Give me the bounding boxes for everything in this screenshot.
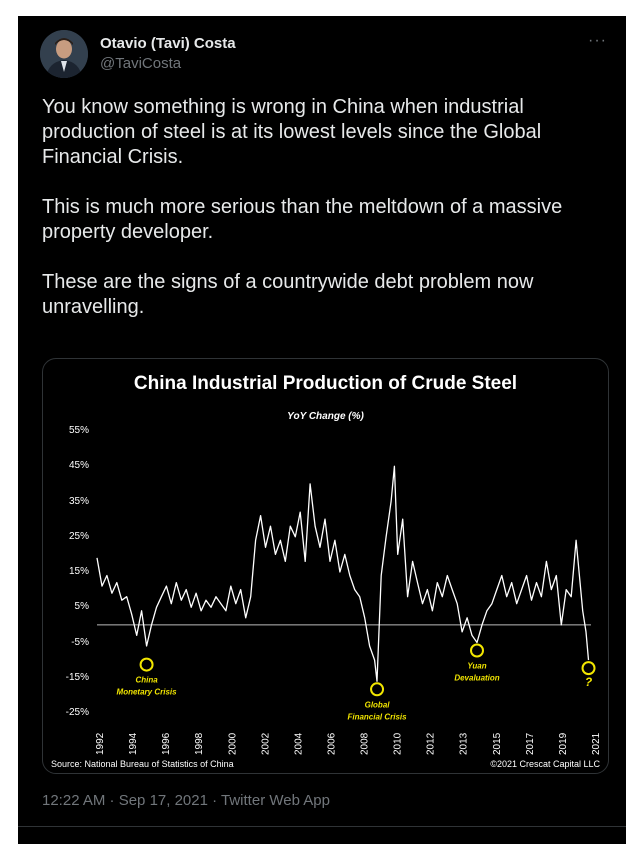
y-tick-label: 55% [68, 425, 89, 436]
y-tick-label: 25% [68, 530, 89, 542]
annotation-label: Devaluation [454, 674, 499, 683]
avatar-portrait-icon [40, 30, 88, 78]
annotation-marker [470, 643, 484, 658]
annotation-label: Financial Crisis [347, 712, 407, 721]
x-tick-label: 2012 [426, 732, 437, 755]
x-tick-label: 2013 [459, 732, 470, 755]
tweet-paragraph: This is much more serious than the meltd… [42, 196, 563, 243]
y-tick-label: 5% [74, 601, 89, 613]
tweet-media-chart[interactable]: China Industrial Production of Crude Ste… [42, 358, 609, 774]
y-tick-label: 45% [68, 460, 89, 472]
chart-source: Source: National Bureau of Statistics of… [51, 759, 234, 769]
tweet-timestamp[interactable]: 12:22 AM · Sep 17, 2021 · Twitter Web Ap… [42, 792, 330, 809]
avatar[interactable] [40, 30, 88, 78]
x-tick-label: 2017 [525, 732, 536, 755]
author-name[interactable]: Otavio (Tavi) Costa [100, 35, 236, 52]
tweet-paragraph: These are the signs of a countrywide deb… [42, 271, 534, 318]
x-tick-label: 1998 [194, 732, 205, 755]
y-tick-label: 35% [68, 495, 89, 507]
x-tick-label: 2015 [492, 732, 503, 755]
annotation-marker [370, 682, 385, 697]
chart-subtitle: YoY Change (%) [287, 411, 364, 422]
x-tick-label: 2010 [393, 732, 404, 755]
x-tick-label: 2002 [260, 732, 271, 755]
tweet-paragraph: You know something is wrong in China whe… [42, 96, 542, 168]
divider [18, 826, 626, 827]
x-tick-label: 2019 [558, 732, 569, 755]
x-tick-label: 1996 [161, 732, 172, 755]
annotation-marker [139, 657, 154, 672]
y-tick-label: 15% [68, 566, 89, 577]
x-tick-label: 1994 [128, 732, 139, 755]
x-tick-label: 2006 [326, 732, 337, 755]
tweet-card: Otavio (Tavi) Costa @TaviCosta ··· You k… [18, 16, 626, 844]
annotation-label: China [135, 676, 158, 685]
annotation-label: ? [585, 675, 593, 689]
annotation-label: Monetary Crisis [117, 688, 178, 697]
x-tick-label: 2004 [293, 732, 304, 755]
x-tick-label: 1992 [95, 732, 106, 755]
chart-copyright: ©2021 Crescat Capital LLC [490, 759, 600, 769]
chart-plot: 1992 1994 1996 1998 2000 2002 2004 2006 2008 2010… [95, 465, 602, 755]
y-tick-label: -25% [65, 707, 89, 718]
tweet-body: You know something is wrong in China whe… [42, 95, 612, 345]
author-handle[interactable]: @TaviCosta [100, 55, 182, 72]
x-tick-label: 2008 [360, 732, 371, 755]
y-tick-label: -5% [71, 636, 89, 648]
more-options-icon[interactable]: ··· [588, 32, 607, 49]
x-tick-label: 2000 [227, 732, 238, 755]
annotation-marker [581, 661, 596, 676]
series-line [96, 465, 590, 682]
annotation-label: Yuan [467, 662, 486, 671]
chart-title: China Industrial Production of Crude Ste… [133, 373, 518, 394]
annotation-label: Global [365, 700, 391, 709]
x-tick-label: 2021 [591, 732, 602, 755]
y-tick-label: -15% [65, 671, 89, 683]
